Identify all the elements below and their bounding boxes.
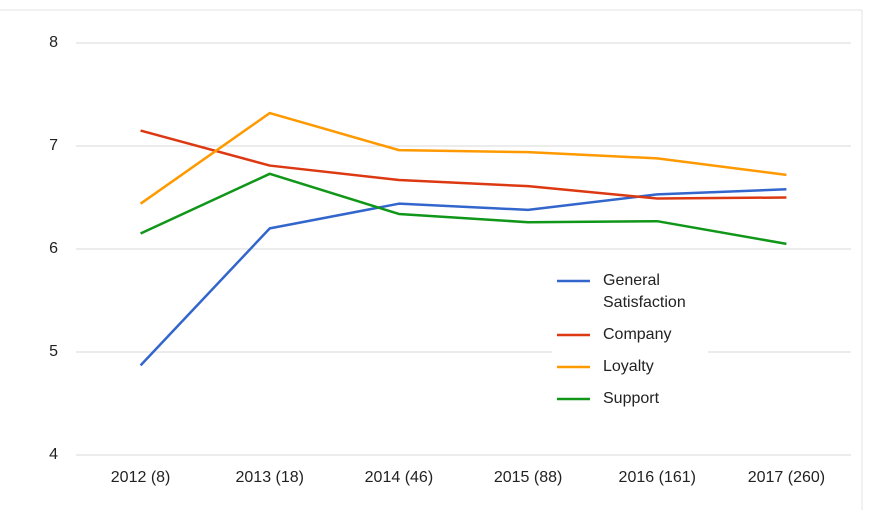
x-tick-label: 2012 (8) xyxy=(111,469,171,486)
grid: 4 5 6 7 8 2012 (8) 2013 (18) 2014 (46) 2015 (88)… xyxy=(49,34,851,486)
legend-label: Support xyxy=(603,390,660,407)
x-tick-label: 2015 (88) xyxy=(494,469,563,486)
x-tick-label: 2014 (46) xyxy=(365,469,434,486)
series-line xyxy=(139,111,787,205)
series-line xyxy=(140,129,787,200)
y-tick-label: 8 xyxy=(49,34,58,51)
y-tick-label: 6 xyxy=(49,240,58,257)
x-tick-label: 2017 (260) xyxy=(748,469,825,486)
y-tick-label: 5 xyxy=(49,343,58,360)
legend-label: Loyalty xyxy=(603,358,654,375)
x-tick-label: 2016 (161) xyxy=(619,469,696,486)
series-line xyxy=(139,188,787,367)
legend: General Satisfaction Company Loyalty Suppor… xyxy=(552,264,708,412)
legend-label: General Satisfaction xyxy=(603,272,686,311)
y-tick-label: 7 xyxy=(49,137,58,154)
legend-background xyxy=(552,264,708,412)
legend-label: Company xyxy=(603,326,671,343)
series-line xyxy=(140,172,787,246)
lines xyxy=(139,111,787,367)
x-tick-label: 2013 (18) xyxy=(236,469,305,486)
y-tick-label: 4 xyxy=(49,446,58,463)
